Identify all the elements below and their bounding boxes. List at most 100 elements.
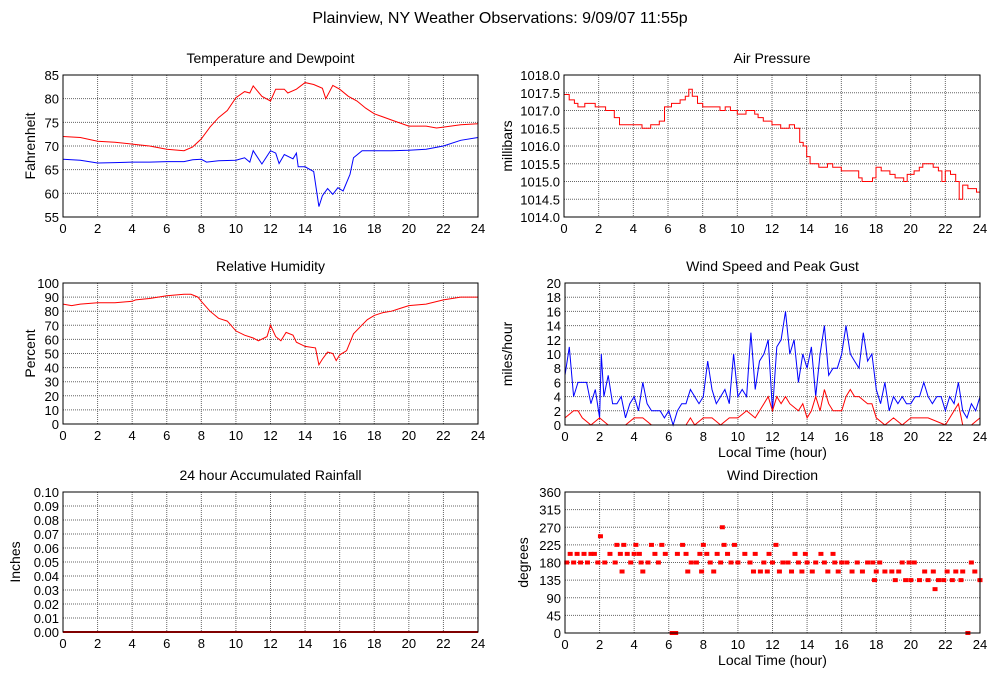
y-tick-label: 1014.5	[520, 192, 560, 207]
panel-title: Wind Direction	[727, 467, 818, 483]
data-point	[680, 542, 686, 547]
y-tick-label: 12	[547, 333, 561, 348]
data-point	[581, 551, 587, 556]
x-tick-label: 22	[938, 429, 952, 444]
data-point	[949, 578, 955, 583]
x-tick-label: 10	[731, 429, 745, 444]
data-point	[750, 569, 756, 574]
x-tick-label: 18	[869, 637, 883, 652]
data-point	[899, 560, 905, 565]
data-point	[571, 560, 577, 565]
data-point	[645, 560, 651, 565]
x-tick-label: 20	[903, 221, 917, 236]
y-tick-label: 0.07	[34, 527, 59, 542]
x-tick-label: 12	[765, 221, 779, 236]
data-point	[813, 560, 819, 565]
y-tick-label: 80	[45, 92, 59, 107]
data-point	[792, 551, 798, 556]
data-point	[865, 560, 871, 565]
plot-frame	[62, 491, 479, 633]
y-tick-label: 1016.0	[520, 139, 560, 154]
data-point	[766, 551, 772, 556]
x-tick-label: 14	[799, 221, 813, 236]
y-axis-label: Inches	[7, 541, 23, 582]
data-point	[612, 560, 618, 565]
x-tick-label: 24	[973, 429, 987, 444]
x-tick-label: 24	[471, 636, 485, 651]
y-tick-label: 0	[554, 418, 561, 433]
y-tick-label: 75	[45, 115, 59, 130]
y-tick-label: 18	[547, 290, 561, 305]
x-tick-label: 0	[561, 429, 568, 444]
data-point	[785, 560, 791, 565]
x-tick-label: 0	[59, 221, 66, 236]
x-tick-label: 0	[561, 637, 568, 652]
panel-title: 24 hour Accumulated Rainfall	[179, 467, 361, 483]
panel-title: Wind Speed and Peak Gust	[686, 258, 859, 274]
data-point	[567, 551, 573, 556]
data-point	[839, 560, 845, 565]
x-tick-label: 2	[94, 636, 101, 651]
panel-title: Air Pressure	[733, 50, 810, 66]
main-title: Plainview, NY Weather Observations: 9/09…	[312, 10, 687, 27]
data-point	[953, 569, 959, 574]
data-point	[628, 560, 634, 565]
plot-frame	[62, 282, 479, 425]
x-tick-label: 22	[436, 636, 450, 651]
x-tick-label: 18	[367, 221, 381, 236]
y-tick-label: 50	[45, 347, 59, 362]
x-tick-label: 14	[298, 636, 312, 651]
x-tick-label: 10	[730, 221, 744, 236]
x-tick-label: 6	[163, 636, 170, 651]
data-point	[873, 569, 879, 574]
y-tick-label: 90	[547, 591, 561, 606]
y-axis-label: Fahrenheit	[22, 112, 38, 179]
x-tick-label: 10	[229, 221, 243, 236]
y-tick-label: 0.01	[34, 611, 59, 626]
data-point	[922, 569, 928, 574]
series-line-1	[62, 137, 479, 207]
data-point	[721, 542, 727, 547]
data-point	[936, 578, 941, 583]
x-tick-label: 2	[596, 637, 603, 652]
y-tick-label: 2	[554, 404, 561, 419]
x-tick-label: 22	[938, 221, 952, 236]
data-point	[804, 560, 810, 565]
data-point	[958, 578, 964, 583]
data-point	[799, 569, 805, 574]
x-axis-label: Local Time (hour)	[718, 652, 827, 668]
data-point	[685, 569, 691, 574]
x-tick-label: 12	[263, 221, 277, 236]
data-point	[699, 569, 705, 574]
x-tick-label: 10	[731, 637, 745, 652]
x-tick-label: 16	[834, 221, 848, 236]
data-point	[674, 551, 680, 556]
data-point	[908, 578, 914, 583]
y-tick-label: 0.02	[34, 597, 59, 612]
data-point	[944, 569, 950, 574]
y-tick-label: 360	[539, 485, 561, 500]
data-point	[624, 551, 630, 556]
y-tick-label: 8	[554, 361, 561, 376]
data-point	[655, 560, 661, 565]
y-tick-label: 1015.0	[520, 175, 560, 190]
y-tick-label: 0.08	[34, 513, 59, 528]
y-tick-label: 1017.5	[520, 86, 560, 101]
data-point	[638, 560, 644, 565]
data-point	[968, 560, 974, 565]
y-tick-label: 10	[547, 347, 561, 362]
data-point	[564, 560, 570, 565]
y-tick-label: 225	[539, 538, 561, 553]
data-point	[911, 560, 917, 565]
x-tick-label: 4	[630, 221, 637, 236]
x-tick-label: 4	[631, 637, 638, 652]
data-point	[764, 569, 770, 574]
data-point	[889, 569, 895, 574]
data-point	[757, 569, 763, 574]
y-axis-label: millibars	[499, 120, 515, 171]
